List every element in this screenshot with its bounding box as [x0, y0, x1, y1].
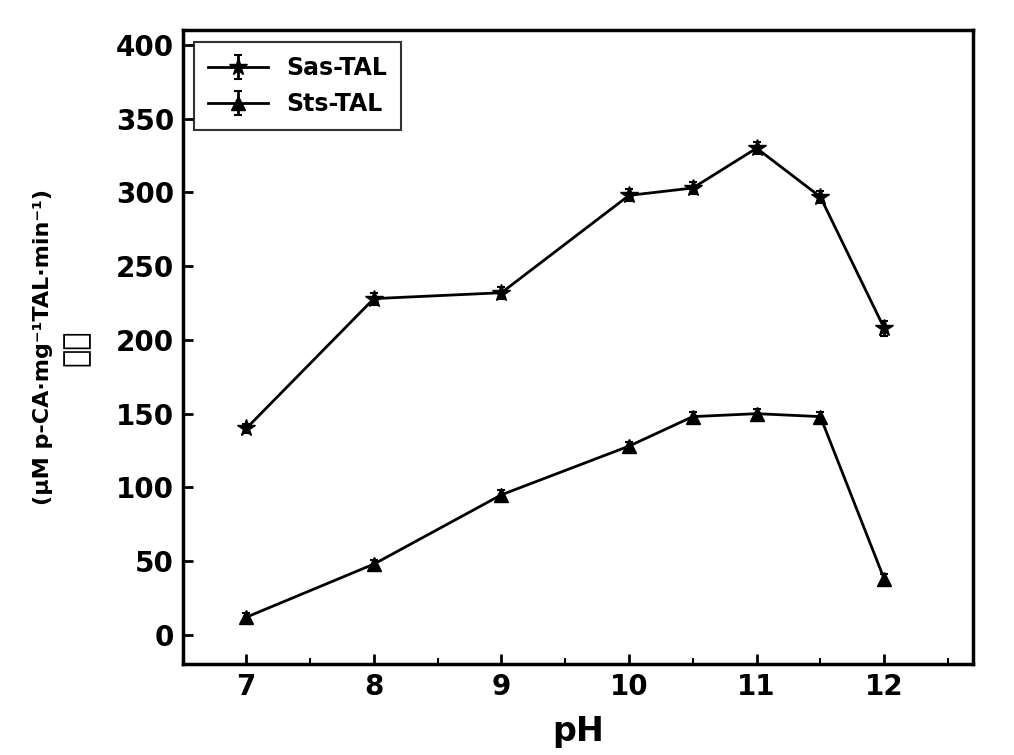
Legend: Sas-TAL, Sts-TAL: Sas-TAL, Sts-TAL [195, 42, 402, 130]
Y-axis label: (μM p-CA·mg⁻¹TAL·min⁻¹): (μM p-CA·mg⁻¹TAL·min⁻¹) [33, 190, 54, 505]
Text: 活性: 活性 [61, 329, 90, 365]
X-axis label: pH: pH [552, 715, 604, 747]
